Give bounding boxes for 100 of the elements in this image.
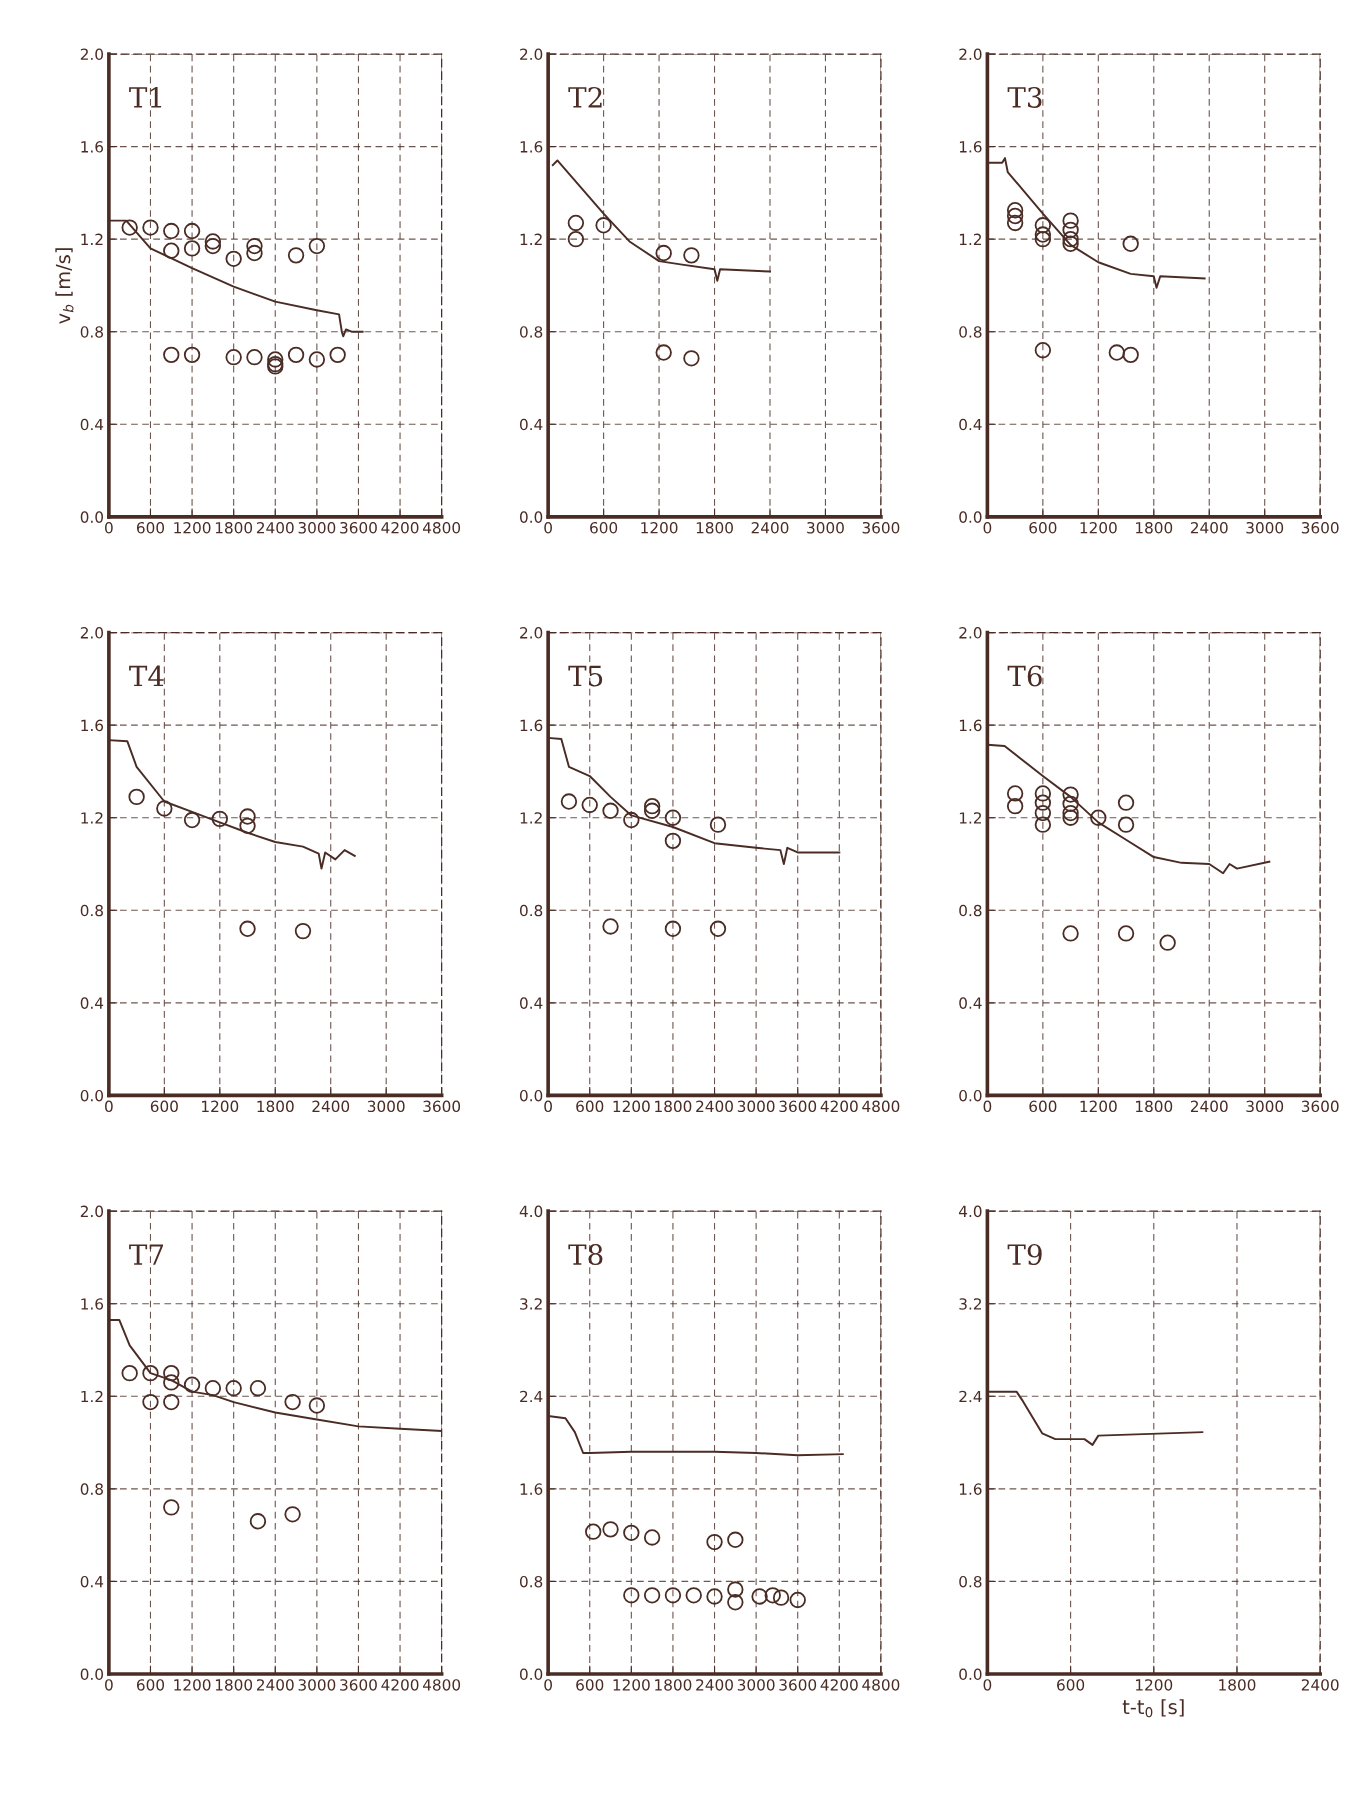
y-tick-label: 0.4 [519,418,543,431]
y-tick-label: 0.8 [959,1575,982,1588]
x-tick-label: 4800 [422,521,461,534]
x-tick-label: 2400 [312,1100,350,1113]
x-tick-label: 3000 [737,1679,775,1691]
y-tick-label: 2.0 [959,627,982,639]
x-tick-label: 1800 [1136,521,1173,534]
x-tick-label: 4200 [820,1679,858,1691]
x-tick-label: 0 [983,1679,992,1691]
y-tick-label: 0.4 [80,997,104,1009]
y-tick-label: 0.0 [80,1089,103,1102]
y-tick-label: 3.2 [520,1298,542,1310]
x-tick-label: 600 [1057,1679,1085,1691]
y-tick-label: 3.2 [959,1298,982,1310]
text: T8 [568,1244,603,1266]
x-tick-label: 1200 [202,1100,239,1113]
x-tick-label: 3000 [298,521,336,534]
y-tick-label: 2.4 [520,1390,543,1403]
x-tick-label: 600 [1029,1100,1057,1113]
x-tick-label: 3600 [779,1100,817,1113]
y-tick-label: 0.4 [80,418,104,431]
y-tick-label: 2.0 [80,1205,103,1218]
x-tick-label: 3000 [737,1100,775,1113]
x-tick-label: 1800 [655,1100,692,1113]
x-tick-label: 0 [544,521,552,534]
x-tick-label: 1200 [613,1679,650,1691]
x-tick-label: 3600 [423,1100,461,1113]
x-tick-label: 2400 [1190,521,1228,534]
x-tick-label: 3000 [1246,521,1284,534]
y-tick-label: 1.2 [959,812,982,824]
x-tick-label: 600 [576,1679,604,1691]
x-tick-label: 3000 [367,1100,405,1113]
y-tick-label: 0.4 [80,1575,104,1588]
y-tick-label: 0.8 [80,1483,103,1495]
x-tick-label: 3000 [298,1679,336,1691]
x-tick-label: 3600 [340,1679,377,1691]
x-tick-label: 3600 [862,521,900,534]
y-tick-label: 1.2 [959,233,982,245]
y-tick-label: 2.0 [959,48,982,61]
x-tick-label: 1200 [174,521,211,534]
x-tick-label: 3000 [807,521,844,534]
x-tick-label: 4800 [862,1100,900,1113]
x-tick-label: 1200 [1080,1100,1117,1113]
x-tick-label: 3600 [1301,1100,1339,1113]
y-tick-label: 4.0 [519,1205,543,1218]
y-tick-label: 0.8 [80,326,103,338]
y-tick-label: 2.0 [520,48,543,61]
x-tick-label: 600 [576,1100,604,1113]
x-tick-label: 600 [590,521,618,534]
x-tick-label: 600 [136,1679,165,1691]
text: T2 [568,86,602,108]
text: T7 [129,1244,164,1265]
y-tick-label: 0.8 [959,904,982,917]
y-tick-label: 1.6 [81,141,104,153]
text: T5 [568,665,603,687]
x-tick-label: 3600 [1301,521,1339,534]
y-tick-label: 0.4 [959,418,982,431]
x-tick-label: 1800 [257,1100,294,1113]
x-tick-label: 2400 [696,1100,733,1113]
y-tick-label: 1.6 [520,1483,543,1495]
x-tick-label: 1800 [1136,1100,1173,1113]
x-tick-label: 1200 [174,1679,211,1691]
x-tick-label: 0 [983,521,992,534]
x-tick-label: 600 [136,521,165,534]
y-tick-label: 1.6 [959,1483,982,1495]
y-tick-label: 1.6 [81,719,104,732]
x-tick-label: 1800 [655,1679,692,1691]
y-tick-label: 1.6 [520,141,543,153]
y-tick-label: 1.2 [81,1390,103,1403]
y-tick-label: 4.0 [958,1205,982,1218]
x-tick-label: 2400 [1190,1100,1228,1113]
x-tick-label: 1800 [696,521,733,534]
y-tick-label: 1.2 [81,233,103,245]
x-tick-label: 600 [150,1100,178,1113]
x-tick-label: 0 [544,1679,552,1691]
y-tick-label: 0.0 [80,511,103,523]
text: T4 [129,665,164,687]
y-tick-label: 0.0 [959,511,982,523]
y-tick-label: 0.8 [519,904,543,917]
y-tick-label: 2.0 [520,627,543,639]
x-tick-label: 1200 [1136,1679,1173,1691]
y-tick-label: 1.6 [959,719,982,732]
x-tick-label: 0 [544,1100,552,1113]
x-tick-label: 1800 [215,521,253,534]
y-tick-label: 1.6 [959,141,982,153]
x-tick-label: 4200 [381,521,419,534]
x-tick-label: 0 [105,1100,113,1113]
y-tick-label: 0.0 [80,1668,103,1681]
y-tick-label: 0.0 [519,511,543,523]
y-tick-label: 0.4 [959,997,982,1009]
y-tick-label: 0.0 [519,1089,543,1102]
x-tick-label: 1800 [1219,1679,1256,1691]
y-tick-label: 1.2 [520,812,542,824]
x-tick-label: 600 [1029,521,1057,534]
x-tick-label: 2400 [256,1679,294,1691]
text: T3 [1007,86,1042,108]
y-tick-label: 0.8 [80,904,103,917]
x-tick-label: 0 [983,1100,992,1113]
x-tick-label: 0 [105,521,113,534]
y-tick-label: 0.8 [519,1575,543,1588]
